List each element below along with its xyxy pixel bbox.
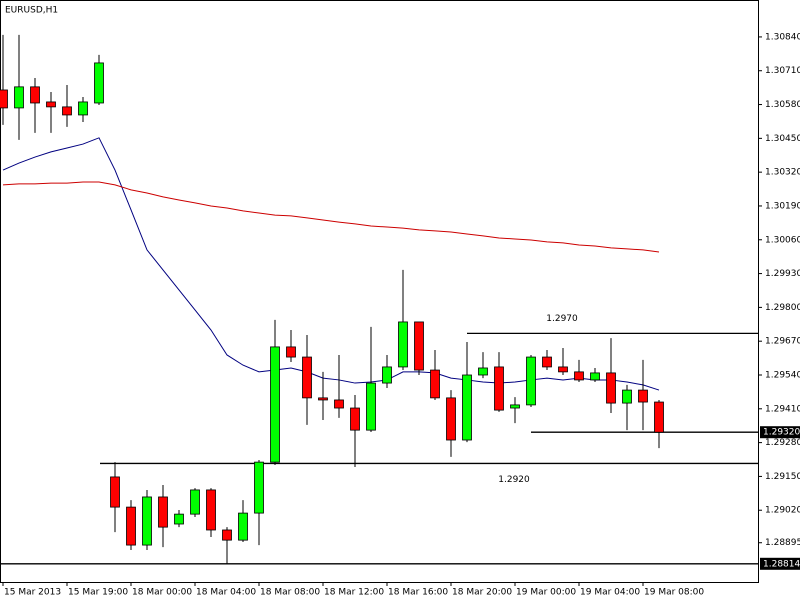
candle-body <box>334 399 344 409</box>
candle-body <box>62 106 72 116</box>
x-tick-label: 19 Mar 08:00 <box>644 588 704 598</box>
x-tick-label: 18 Mar 20:00 <box>452 588 512 598</box>
candle-body <box>286 346 296 358</box>
y-tick-label: 1.30710 <box>765 66 800 76</box>
price-box <box>760 426 800 439</box>
y-tick-label: 1.29150 <box>765 472 800 482</box>
candle-body <box>430 369 440 399</box>
candle-body <box>46 101 56 108</box>
candle-body <box>478 367 488 376</box>
y-tick-label: 1.28895 <box>765 538 800 548</box>
candle-body <box>606 372 616 404</box>
candle-body <box>0 89 8 109</box>
plot-frame <box>0 0 759 583</box>
y-tick-label: 1.30840 <box>765 32 800 42</box>
level-label: 1.2920 <box>498 475 530 485</box>
y-tick-label: 1.29280 <box>765 438 800 448</box>
candle-body <box>558 366 568 373</box>
x-tick-label: 18 Mar 08:00 <box>260 588 320 598</box>
candle-body <box>350 407 360 431</box>
y-tick-label: 1.29670 <box>765 337 800 347</box>
candle-body <box>110 476 120 508</box>
y-tick-label: 1.30190 <box>765 201 800 211</box>
candle-body <box>78 101 88 116</box>
candle-body <box>222 529 232 541</box>
x-tick-label: 18 Mar 12:00 <box>324 588 384 598</box>
price-label: 1.29320 <box>763 428 800 438</box>
y-tick-label: 1.29800 <box>765 303 800 313</box>
candle-body <box>190 489 200 515</box>
candle-body <box>382 366 392 384</box>
candle-body <box>494 366 504 411</box>
candle-body <box>462 374 472 441</box>
y-tick-label: 1.30060 <box>765 235 800 245</box>
moving-average <box>2 181 660 253</box>
y-tick-label: 1.29410 <box>765 404 800 414</box>
candle-body <box>574 371 584 381</box>
price-box <box>760 557 800 570</box>
x-tick-label: 18 Mar 00:00 <box>132 588 192 598</box>
moving-average <box>2 137 660 391</box>
x-tick-label: 18 Mar 16:00 <box>388 588 448 598</box>
candle-body <box>254 461 264 514</box>
candle-body <box>302 356 312 399</box>
level-label: 1.2970 <box>546 314 578 324</box>
chart-title: EURUSD,H1 <box>5 6 58 16</box>
x-tick-label: 15 Mar 19:00 <box>68 588 128 598</box>
candle-body <box>622 389 632 404</box>
y-tick-label: 1.30580 <box>765 100 800 110</box>
candle-body <box>158 496 168 528</box>
x-tick-label: 19 Mar 04:00 <box>580 588 640 598</box>
candle-body <box>542 356 552 368</box>
y-tick-label: 1.30320 <box>765 168 800 178</box>
y-tick-label: 1.29540 <box>765 370 800 380</box>
candle-body <box>366 382 376 431</box>
x-tick-label: 15 Mar 2013 <box>4 588 61 598</box>
candle-body <box>142 496 152 546</box>
candle-body <box>238 512 248 541</box>
candle-body <box>14 86 24 109</box>
candle-body <box>526 356 536 406</box>
candle-body <box>510 404 520 409</box>
candle-body <box>126 506 136 546</box>
y-tick-label: 1.29930 <box>765 269 800 279</box>
candle-body <box>398 321 408 368</box>
candle-body <box>206 489 216 531</box>
x-tick-label: 18 Mar 04:00 <box>196 588 256 598</box>
candle-body <box>590 372 600 381</box>
candle-body <box>30 86 40 104</box>
candle-body <box>654 401 664 433</box>
candle-body <box>638 389 648 403</box>
candle-body <box>270 346 280 463</box>
x-tick-label: 19 Mar 00:00 <box>516 588 576 598</box>
y-tick-label: 1.29020 <box>765 506 800 516</box>
candle-body <box>174 513 184 525</box>
y-tick-label: 1.30450 <box>765 134 800 144</box>
candle-body <box>318 397 328 401</box>
candle-body <box>414 321 424 371</box>
price-label: 1.28814 <box>763 559 800 569</box>
candle-body <box>446 397 456 441</box>
candle-body <box>94 62 104 104</box>
